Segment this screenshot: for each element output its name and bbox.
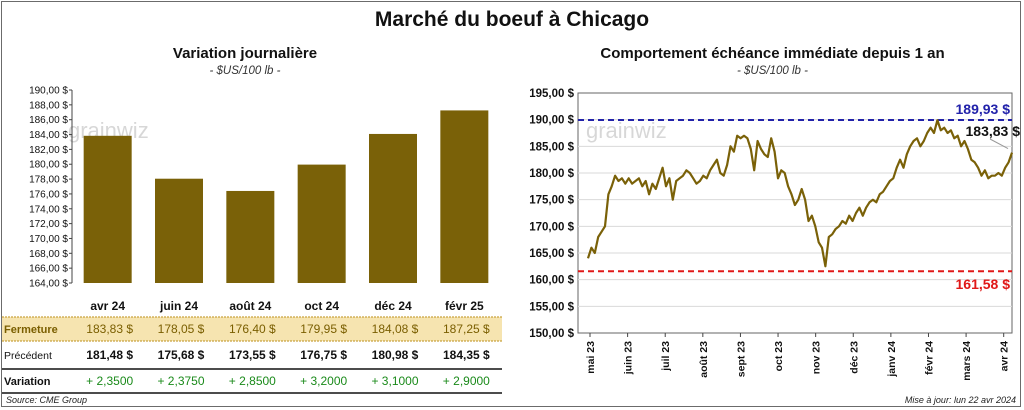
left-x-tick-label: avr 24 bbox=[90, 299, 125, 313]
table-cell: 184,08 $ bbox=[372, 322, 419, 336]
table-cell: 187,25 $ bbox=[443, 322, 490, 336]
left-y-tick-label: 172,00 $ bbox=[29, 219, 68, 230]
left-y-tick-label: 182,00 $ bbox=[29, 145, 68, 156]
table-cell: 184,35 $ bbox=[443, 348, 490, 362]
left-x-tick-label: août 24 bbox=[229, 299, 271, 313]
right-chart-unit: - $US/100 lb - bbox=[737, 65, 808, 77]
right-y-tick-label: 165,00 $ bbox=[529, 248, 574, 260]
right-plot-border bbox=[577, 92, 1013, 334]
right-y-tick-label: 195,00 $ bbox=[529, 88, 574, 100]
right-x-tick-label: mars 24 bbox=[961, 341, 973, 381]
table-cell: 181,48 $ bbox=[86, 348, 133, 362]
left-y-tick-label: 186,00 $ bbox=[29, 115, 68, 126]
right-y-tick-label: 155,00 $ bbox=[529, 301, 574, 313]
bar bbox=[440, 110, 489, 284]
bar bbox=[226, 190, 275, 283]
table-cell: 179,95 $ bbox=[300, 322, 347, 336]
left-x-tick-label: déc 24 bbox=[374, 299, 412, 313]
table-cell: 178,05 $ bbox=[158, 322, 205, 336]
table-row-label: Variation bbox=[4, 376, 51, 388]
last-value-leader bbox=[989, 138, 1009, 150]
table-cell: + 2,3500 bbox=[86, 374, 133, 388]
right-x-tick-label: juin 23 bbox=[623, 341, 635, 375]
left-y-tick-label: 166,00 $ bbox=[29, 264, 68, 275]
min-value-label: 161,58 $ bbox=[956, 276, 1011, 292]
left-y-tick-label: 176,00 $ bbox=[29, 189, 68, 200]
table-cell: + 3,2000 bbox=[300, 374, 347, 388]
left-y-tick-label: 170,00 $ bbox=[29, 234, 68, 245]
bar bbox=[83, 135, 132, 283]
table-cell: 175,68 $ bbox=[158, 348, 205, 362]
right-x-tick-label: mai 23 bbox=[585, 341, 597, 374]
right-x-tick-label: sept 23 bbox=[735, 341, 747, 377]
right-x-tick-label: avr 24 bbox=[999, 341, 1011, 372]
right-y-tick-label: 170,00 $ bbox=[529, 221, 574, 233]
left-y-tick-label: 164,00 $ bbox=[29, 279, 68, 290]
right-x-tick-label: juil 23 bbox=[660, 341, 672, 372]
price-series-line bbox=[586, 119, 1014, 268]
source-note: Source: CME Group bbox=[6, 395, 88, 405]
right-watermark: grainwiz bbox=[586, 118, 667, 143]
table-cell: 180,98 $ bbox=[372, 348, 419, 362]
right-x-tick-label: janv 24 bbox=[886, 341, 898, 378]
table-cell: + 2,8500 bbox=[229, 374, 276, 388]
update-note: Mise à jour: lun 22 avr 2024 bbox=[904, 395, 1016, 405]
table-cell: 176,40 $ bbox=[229, 322, 276, 336]
bar bbox=[297, 164, 346, 283]
right-x-tick-label: févr 24 bbox=[923, 341, 935, 375]
left-chart-unit: - $US/100 lb - bbox=[209, 65, 281, 77]
table-cell: + 2,3750 bbox=[157, 374, 204, 388]
main-title: Marché du boeuf à Chicago bbox=[374, 8, 650, 31]
table-row-highlight bbox=[2, 317, 502, 341]
right-y-tick-label: 180,00 $ bbox=[529, 168, 574, 180]
left-x-tick-label: juin 24 bbox=[159, 299, 198, 313]
table-row-label: Fermeture bbox=[4, 324, 58, 336]
right-y-tick-label: 160,00 $ bbox=[529, 275, 574, 287]
bar bbox=[369, 133, 417, 283]
table-cell: 183,83 $ bbox=[86, 322, 133, 336]
right-y-tick-label: 185,00 $ bbox=[529, 141, 574, 153]
left-y-tick-label: 180,00 $ bbox=[29, 160, 68, 171]
last-value-label: 183,83 $ bbox=[966, 123, 1021, 139]
left-y-tick-label: 184,00 $ bbox=[29, 130, 68, 141]
right-chart-title: Comportement échéance immédiate depuis 1… bbox=[600, 45, 945, 62]
table-row-label: Précédent bbox=[4, 350, 52, 362]
left-y-tick-label: 178,00 $ bbox=[29, 175, 68, 186]
table-cell: + 3,1000 bbox=[371, 374, 418, 388]
left-y-tick-label: 188,00 $ bbox=[29, 100, 68, 111]
left-y-tick-label: 190,00 $ bbox=[29, 86, 68, 97]
right-y-tick-label: 190,00 $ bbox=[529, 115, 574, 127]
left-x-tick-label: févr 25 bbox=[445, 299, 484, 313]
left-y-tick-label: 168,00 $ bbox=[29, 249, 68, 260]
table-cell: 173,55 $ bbox=[229, 348, 276, 362]
table-cell: 176,75 $ bbox=[300, 348, 347, 362]
right-x-tick-label: nov 23 bbox=[811, 341, 823, 374]
right-x-tick-label: août 23 bbox=[698, 341, 710, 378]
right-x-tick-label: oct 23 bbox=[773, 341, 785, 372]
left-y-tick-label: 174,00 $ bbox=[29, 204, 68, 215]
left-chart-title: Variation journalière bbox=[172, 45, 318, 62]
bar bbox=[155, 178, 203, 283]
left-x-tick-label: oct 24 bbox=[304, 299, 339, 313]
right-y-tick-label: 150,00 $ bbox=[529, 328, 574, 340]
right-y-tick-label: 175,00 $ bbox=[529, 195, 574, 207]
right-x-tick-label: déc 23 bbox=[848, 341, 860, 374]
table-cell: + 2,9000 bbox=[443, 374, 490, 388]
max-value-label: 189,93 $ bbox=[956, 101, 1011, 117]
